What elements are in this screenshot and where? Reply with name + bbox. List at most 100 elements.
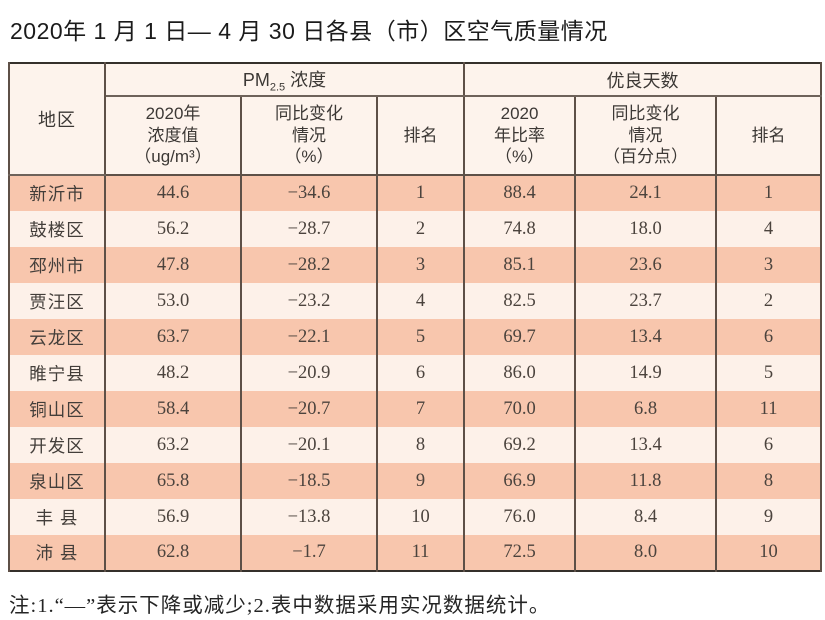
- pm-change-cell: −20.9: [240, 355, 378, 391]
- good-rank-cell: 3: [715, 247, 823, 283]
- good-change-cell: 8.0: [574, 535, 718, 571]
- good-change-cell: 23.7: [574, 283, 718, 319]
- pm-value-cell: 56.9: [104, 499, 242, 535]
- region-cell: 邳州市: [8, 247, 106, 283]
- table-row: 鼓楼区 56.2 −28.7 2 74.8 18.0 4: [8, 211, 823, 247]
- good-rate-cell: 86.0: [463, 355, 577, 391]
- table-body: 新沂市 44.6 −34.6 1 88.4 24.1 1 鼓楼区 56.2 −28.7 2 74.8 1…: [8, 175, 823, 571]
- pm-value-cell: 58.4: [104, 391, 242, 427]
- pm25-label-suffix: 浓度: [285, 69, 327, 90]
- header-pm-rank: 排名: [375, 96, 466, 176]
- good-rate-cell: 69.7: [463, 319, 577, 355]
- header-group-good-days: 优良天数: [463, 63, 823, 97]
- table-row: 丰 县 56.9 −13.8 10 76.0 8.4 9: [8, 499, 823, 535]
- pm-rank-cell: 5: [375, 319, 466, 355]
- good-rank-cell: 4: [715, 211, 823, 247]
- good-rank-cell: 2: [715, 283, 823, 319]
- pm-rank-cell: 3: [375, 247, 466, 283]
- header-region: 地区: [8, 63, 106, 176]
- pm-value-cell: 53.0: [104, 283, 242, 319]
- region-cell: 鼓楼区: [8, 211, 106, 247]
- pm-change-cell: −18.5: [240, 463, 378, 499]
- good-rate-cell: 85.1: [463, 247, 577, 283]
- region-cell: 沛 县: [8, 535, 106, 571]
- good-rate-cell: 72.5: [463, 535, 577, 571]
- pm-value-cell: 44.6: [104, 175, 242, 211]
- header-group-row: 地区 PM2.5 浓度 优良天数: [8, 63, 823, 176]
- header-pm-value: 2020年 浓度值 （ug/m³）: [104, 96, 242, 176]
- good-rate-cell: 74.8: [463, 211, 577, 247]
- pm-change-cell: −23.2: [240, 283, 378, 319]
- air-quality-table: 地区 PM2.5 浓度 优良天数 2020年 浓度值 （ug/m³） 同比变化 …: [8, 62, 823, 572]
- pm-change-cell: −20.1: [240, 427, 378, 463]
- table-row: 睢宁县 48.2 −20.9 6 86.0 14.9 5: [8, 355, 823, 391]
- pm-rank-cell: 1: [375, 175, 466, 211]
- pm-change-cell: −20.7: [240, 391, 378, 427]
- good-change-cell: 14.9: [574, 355, 718, 391]
- pm-change-cell: −1.7: [240, 535, 378, 571]
- table-row: 铜山区 58.4 −20.7 7 70.0 6.8 11: [8, 391, 823, 427]
- page-title: 2020年 1 月 1 日— 4 月 30 日各县（市）区空气质量情况: [10, 18, 608, 44]
- pm25-label-subscript: 2.5: [269, 81, 286, 94]
- region-cell: 丰 县: [8, 499, 106, 535]
- pm-change-cell: −34.6: [240, 175, 378, 211]
- good-rank-cell: 6: [715, 319, 823, 355]
- pm-rank-cell: 9: [375, 463, 466, 499]
- good-rate-cell: 76.0: [463, 499, 577, 535]
- pm-rank-cell: 4: [375, 283, 466, 319]
- region-cell: 泉山区: [8, 463, 106, 499]
- footnote: 注:1.“—”表示下降或减少;2.表中数据采用实况数据统计。: [9, 595, 551, 617]
- good-rank-cell: 11: [715, 391, 823, 427]
- good-rate-cell: 88.4: [463, 175, 577, 211]
- good-rank-cell: 1: [715, 175, 823, 211]
- region-cell: 新沂市: [8, 175, 106, 211]
- table-row: 新沂市 44.6 −34.6 1 88.4 24.1 1: [8, 175, 823, 211]
- good-rank-cell: 6: [715, 427, 823, 463]
- good-change-cell: 13.4: [574, 427, 718, 463]
- pm-change-cell: −28.7: [240, 211, 378, 247]
- pm-value-cell: 63.2: [104, 427, 242, 463]
- pm-rank-cell: 8: [375, 427, 466, 463]
- header-pm-change: 同比变化 情况 （%）: [240, 96, 378, 176]
- table-row: 沛 县 62.8 −1.7 11 72.5 8.0 10: [8, 535, 823, 571]
- good-rate-cell: 70.0: [463, 391, 577, 427]
- good-change-cell: 13.4: [574, 319, 718, 355]
- region-cell: 开发区: [8, 427, 106, 463]
- table-row: 贾汪区 53.0 −23.2 4 82.5 23.7 2: [8, 283, 823, 319]
- pm-value-cell: 56.2: [104, 211, 242, 247]
- pm-change-cell: −22.1: [240, 319, 378, 355]
- good-change-cell: 11.8: [574, 463, 718, 499]
- good-rank-cell: 9: [715, 499, 823, 535]
- good-change-cell: 18.0: [574, 211, 718, 247]
- pm25-label-main: PM: [242, 69, 270, 90]
- header-good-rate: 2020 年比率 （%）: [463, 96, 577, 176]
- good-change-cell: 24.1: [574, 175, 718, 211]
- pm-change-cell: −28.2: [240, 247, 378, 283]
- good-rate-cell: 82.5: [463, 283, 577, 319]
- region-cell: 云龙区: [8, 319, 106, 355]
- pm-rank-cell: 7: [375, 391, 466, 427]
- good-change-cell: 23.6: [574, 247, 718, 283]
- table-row: 开发区 63.2 −20.1 8 69.2 13.4 6: [8, 427, 823, 463]
- header-group-pm25: PM2.5 浓度: [103, 63, 466, 97]
- good-rank-cell: 10: [715, 535, 823, 571]
- pm-value-cell: 65.8: [104, 463, 242, 499]
- pm-rank-cell: 6: [375, 355, 466, 391]
- good-rank-cell: 8: [715, 463, 823, 499]
- header-sub-row: 2020年 浓度值 （ug/m³） 同比变化 情况 （%） 排名 2020 年比…: [9, 96, 823, 176]
- pm-value-cell: 47.8: [104, 247, 242, 283]
- pm-change-cell: −13.8: [240, 499, 378, 535]
- table-header: 地区 PM2.5 浓度 优良天数 2020年 浓度值 （ug/m³） 同比变化 …: [8, 63, 823, 176]
- pm-rank-cell: 2: [375, 211, 466, 247]
- table-row: 云龙区 63.7 −22.1 5 69.7 13.4 6: [8, 319, 823, 355]
- pm-rank-cell: 10: [375, 499, 466, 535]
- header-good-change: 同比变化 情况 （百分点）: [574, 96, 718, 176]
- pm-rank-cell: 11: [375, 535, 466, 571]
- region-cell: 铜山区: [8, 391, 106, 427]
- table-row: 邳州市 47.8 −28.2 3 85.1 23.6 3: [8, 247, 823, 283]
- region-cell: 睢宁县: [8, 355, 106, 391]
- header-good-rank: 排名: [715, 96, 823, 176]
- table-row: 泉山区 65.8 −18.5 9 66.9 11.8 8: [8, 463, 823, 499]
- region-cell: 贾汪区: [8, 283, 106, 319]
